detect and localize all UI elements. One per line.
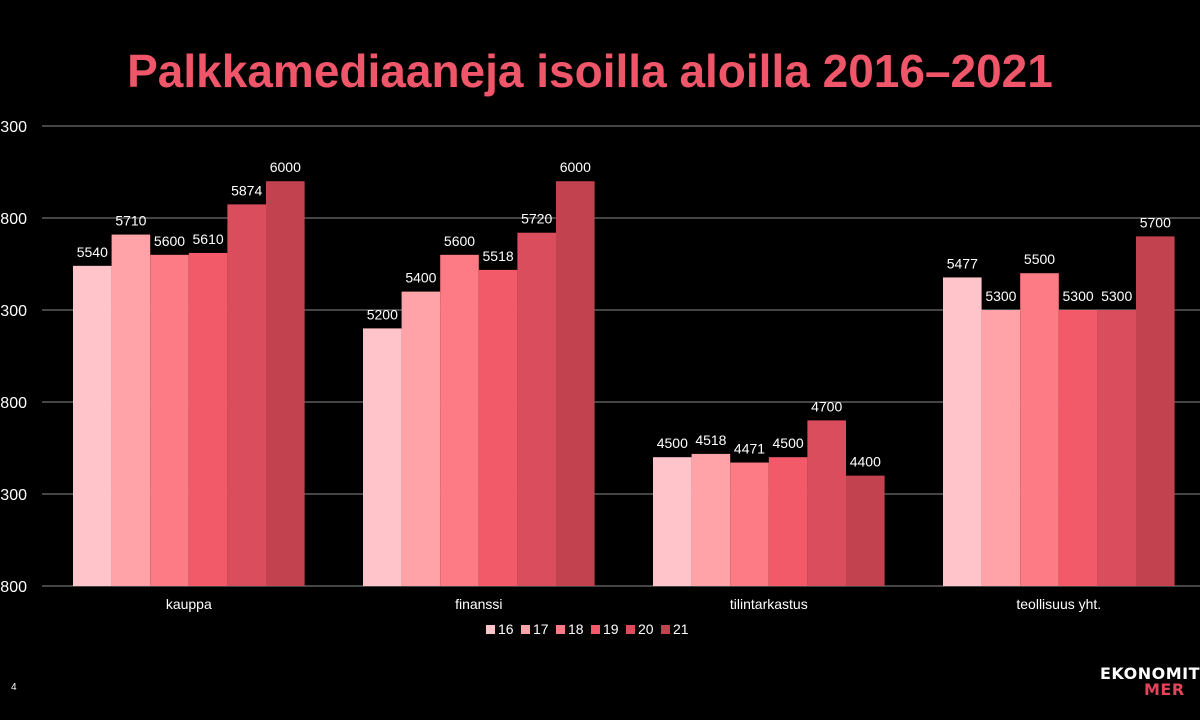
y-tick-label: 4300 — [0, 487, 27, 504]
bar — [807, 420, 846, 586]
category-label: tilintarkastus — [730, 596, 808, 612]
bar — [1097, 310, 1136, 586]
bar — [478, 269, 518, 586]
data-label: 5500 — [1024, 251, 1055, 267]
bar — [266, 181, 305, 586]
bar — [111, 234, 151, 586]
legend-label: 18 — [568, 621, 584, 637]
bar — [150, 254, 189, 587]
bar — [943, 277, 982, 586]
data-label: 4500 — [773, 435, 804, 451]
bar — [1136, 236, 1175, 586]
bar — [556, 181, 595, 586]
bar — [691, 453, 731, 586]
legend-swatch — [556, 625, 565, 634]
y-tick-label: 6300 — [0, 119, 27, 136]
data-label: 5720 — [521, 211, 552, 227]
bar — [730, 462, 769, 586]
data-label: 6000 — [270, 159, 301, 175]
y-tick-label: 3800 — [0, 579, 27, 596]
data-label: 4518 — [695, 432, 726, 448]
y-tick-label: 5800 — [0, 211, 27, 228]
bar — [1058, 310, 1098, 586]
bar — [846, 475, 885, 586]
data-label: 4471 — [734, 441, 765, 457]
data-label: 5518 — [483, 248, 514, 264]
data-label: 4400 — [850, 454, 881, 470]
bar — [768, 457, 808, 586]
page-number: 4 — [11, 682, 17, 693]
data-label: 4500 — [657, 435, 688, 451]
logo-line-1: EKONOMIT — [1100, 664, 1200, 683]
legend-swatch — [661, 625, 670, 634]
chart-title: Palkkamediaaneja isoilla aloilla 2016–20… — [127, 45, 1053, 97]
logo-line-2: MER — [1144, 680, 1185, 699]
data-label: 5400 — [405, 270, 436, 286]
legend-swatch — [626, 625, 635, 634]
bar — [653, 457, 692, 586]
data-label: 5874 — [231, 182, 262, 198]
data-label: 4700 — [811, 398, 842, 414]
bar — [517, 232, 556, 586]
legend-label: 16 — [498, 621, 514, 637]
bar — [363, 328, 402, 586]
y-tick-label: 4800 — [0, 395, 27, 412]
data-label: 5700 — [1140, 214, 1171, 230]
bar — [440, 254, 479, 587]
data-label: 5300 — [985, 288, 1016, 304]
data-label: 5200 — [367, 306, 398, 322]
legend-label: 21 — [673, 621, 689, 637]
data-label: 5300 — [1063, 288, 1094, 304]
data-label: 5600 — [154, 233, 185, 249]
data-label: 5710 — [115, 213, 146, 229]
bar — [1020, 273, 1059, 586]
legend-swatch — [486, 625, 495, 634]
legend-label: 17 — [533, 621, 549, 637]
category-label: teollisuus yht. — [1016, 596, 1101, 612]
legend-label: 19 — [603, 621, 619, 637]
data-label: 6000 — [560, 159, 591, 175]
legend-swatch — [521, 625, 530, 634]
legend-label: 20 — [638, 621, 654, 637]
data-label: 5540 — [77, 244, 108, 260]
bar — [227, 204, 266, 586]
data-label: 5600 — [444, 233, 475, 249]
bar — [401, 291, 441, 586]
bar — [188, 252, 228, 586]
data-label: 5610 — [193, 231, 224, 247]
category-label: finanssi — [455, 596, 502, 612]
y-tick-label: 5300 — [0, 303, 27, 320]
ekonomit-logo: EKONOMIT MER — [1100, 666, 1200, 698]
bar — [73, 265, 112, 586]
legend-swatch — [591, 625, 600, 634]
data-label: 5300 — [1101, 288, 1132, 304]
bar — [981, 310, 1021, 586]
category-label: kauppa — [166, 596, 212, 612]
data-label: 5477 — [947, 255, 978, 271]
